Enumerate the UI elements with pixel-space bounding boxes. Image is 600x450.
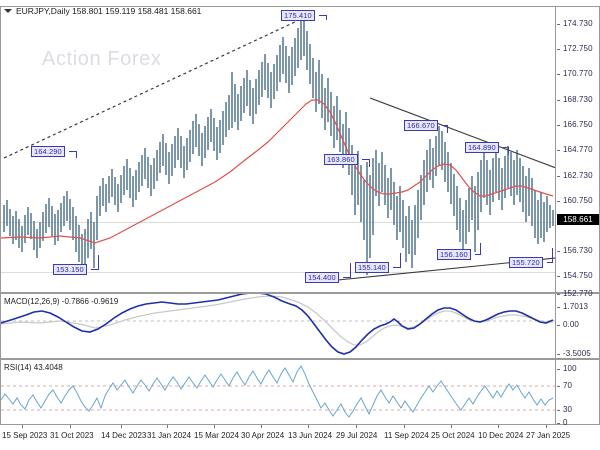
date-axis-label: 30 Apr 2024 [241, 431, 285, 440]
watermark: Action Forex [42, 48, 162, 70]
date-axis-tick [70, 425, 71, 428]
date-axis-label: 25 Oct 2024 [431, 431, 475, 440]
date-axis-tick [22, 425, 23, 428]
price-axis-label: 156.730 [563, 246, 593, 255]
price-axis-tick [557, 125, 560, 126]
date-axis-tick [167, 425, 168, 428]
annotation-stem-vertical [350, 263, 351, 277]
date-axis-label: 14 Dec 2023 [101, 431, 147, 440]
macd-axis-tick [557, 307, 560, 308]
annotation-stem [319, 15, 327, 16]
price-axis-label: 168.730 [563, 95, 593, 104]
rsi-axis-tick [557, 423, 560, 424]
date-axis-label: 10 Dec 2024 [478, 431, 524, 440]
price-axis-tick [557, 150, 560, 151]
price-axis-label: 172.750 [563, 44, 593, 53]
annotation-stem [91, 269, 99, 270]
date-axis-label: 27 Jan 2025 [526, 431, 571, 440]
price-axis-label: 154.750 [563, 271, 593, 280]
rsi-axis-label: 100 [563, 364, 577, 373]
date-axis-label: 31 Oct 2023 [50, 431, 94, 440]
date-axis-label: 15 Mar 2024 [194, 431, 239, 440]
annotation-stem [343, 277, 351, 278]
price-axis-label: 170.770 [563, 69, 593, 78]
date-axis-label: 13 Jun 2024 [288, 431, 333, 440]
price-annotation[interactable]: 164.290 [31, 146, 65, 157]
price-axis-label: 162.730 [563, 171, 593, 180]
annotation-stem-vertical [552, 248, 553, 262]
annotation-stem [547, 262, 553, 263]
price-annotation[interactable]: 164.890 [465, 142, 499, 153]
date-axis-tick [121, 425, 122, 428]
price-axis-tick [557, 201, 560, 202]
macd-axis-label: 1.7013 [563, 302, 589, 311]
price-axis-label: 166.750 [563, 120, 593, 129]
price-annotation[interactable]: 153.150 [53, 264, 87, 275]
rsi-pane[interactable] [0, 359, 556, 425]
price-axis-tick [557, 100, 560, 101]
price-axis-tick [557, 49, 560, 50]
macd-axis-label: -3.5005 [563, 349, 591, 358]
symbol-header-text: EURJPY,Daily 158.801 159.119 158.481 158… [16, 6, 202, 16]
price-annotation[interactable]: 166.670 [404, 120, 438, 131]
date-axis-label: 11 Sep 2024 [384, 431, 429, 440]
price-annotation[interactable]: 155.720 [509, 257, 543, 268]
date-axis: 15 Sep 2023 31 Oct 2023 14 Dec 2023 31 Jan … [0, 425, 570, 450]
date-axis-tick [308, 425, 309, 428]
date-axis-tick [546, 425, 547, 428]
annotation-stem-vertical [326, 15, 327, 20]
rsi-axis-tick [557, 410, 560, 411]
macd-axis-label: 0.00 [563, 320, 579, 329]
rsi-axis-tick [557, 386, 560, 387]
symbol-header: EURJPY,Daily 158.801 159.119 158.481 158… [4, 6, 201, 16]
current-price-tag: 158.661 [557, 214, 599, 225]
macd-axis[interactable] [556, 293, 600, 359]
macd-indicator-label: MACD(12,26,9) -0.7866 -0.9619 [4, 297, 119, 306]
date-axis-label: 15 Sep 2023 [2, 431, 48, 440]
price-axis-tick [557, 251, 560, 252]
macd-axis-tick [557, 354, 560, 355]
price-axis-tick [557, 176, 560, 177]
price-axis-label: 164.770 [563, 145, 593, 154]
chevron-down-icon[interactable] [4, 8, 12, 13]
rsi-axis-label: 70 [563, 381, 573, 390]
annotation-stem-vertical [480, 243, 481, 254]
date-axis-label: 29 Jul 2024 [336, 431, 378, 440]
price-axis-label: 160.750 [563, 196, 593, 205]
price-annotation[interactable]: 175.410 [281, 10, 315, 21]
price-annotation[interactable]: 155.140 [355, 262, 389, 273]
price-axis-tick [557, 276, 560, 277]
rsi-axis-label: 30 [563, 405, 573, 414]
rsi-axis-tick [557, 369, 560, 370]
date-axis-tick [214, 425, 215, 428]
rsi-axis-label: 0 [563, 418, 568, 427]
price-annotation[interactable]: 156.160 [437, 249, 471, 260]
price-annotation[interactable]: 163.860 [324, 154, 358, 165]
date-axis-label: 31 Jan 2024 [147, 431, 192, 440]
annotation-stem [393, 267, 401, 268]
annotation-stem-vertical [508, 147, 509, 155]
annotation-stem-vertical [76, 151, 77, 158]
price-axis-label: 174.730 [563, 19, 593, 28]
annotation-stem [475, 254, 481, 255]
date-axis-tick [356, 425, 357, 428]
date-axis-tick [404, 425, 405, 428]
annotation-stem-vertical [447, 125, 448, 133]
price-axis[interactable] [556, 6, 600, 293]
date-axis-tick [498, 425, 499, 428]
price-axis-tick [557, 294, 560, 295]
price-axis-label: 152.770 [563, 289, 593, 298]
rsi-indicator-label: RSI(14) 43.4048 [4, 363, 63, 372]
annotation-stem-vertical [400, 253, 401, 267]
date-axis-tick [451, 425, 452, 428]
price-axis-tick [557, 74, 560, 75]
price-axis-tick [557, 24, 560, 25]
date-axis-tick [261, 425, 262, 428]
annotation-stem-vertical [98, 255, 99, 269]
macd-axis-tick [557, 325, 560, 326]
annotation-stem-vertical [369, 159, 370, 167]
price-annotation[interactable]: 154.400 [305, 272, 339, 283]
